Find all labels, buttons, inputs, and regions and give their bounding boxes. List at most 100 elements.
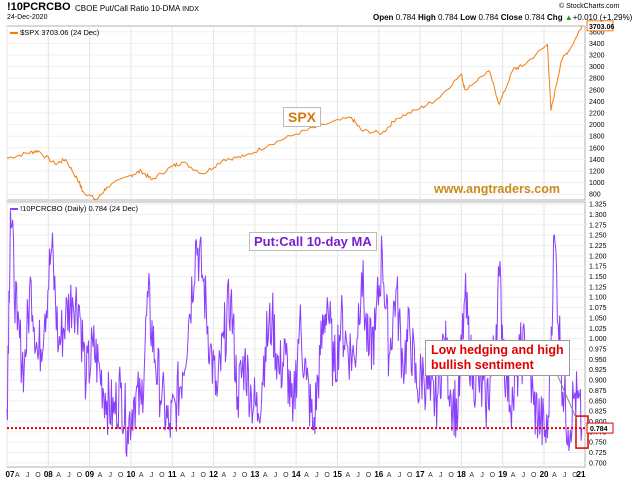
watermark: www.angtraders.com xyxy=(434,182,560,196)
pcr-last-tag-text: 0.784 xyxy=(590,426,608,433)
put-call-ratio-line xyxy=(6,210,583,457)
spx-y-tick-3400: 3400 xyxy=(589,41,605,48)
x-tick-month-13-A: A xyxy=(263,472,268,479)
x-tick-month-07-J: J xyxy=(26,472,30,479)
x-tick-year-12: 12 xyxy=(209,470,218,479)
x-tick-month-09-O: O xyxy=(118,472,124,479)
ohlc-summary: Open 0.784 High 0.784 Low 0.784 Close 0.… xyxy=(373,13,632,22)
x-tick-month-11-A: A xyxy=(180,472,185,479)
pcr-y-tick-0.725: 0.725 xyxy=(589,450,607,457)
pcr-y-tick-0.800: 0.800 xyxy=(589,419,607,426)
x-tick-month-08-J: J xyxy=(67,472,71,479)
x-tick-month-10-J: J xyxy=(150,472,154,479)
pcr-y-tick-0.700: 0.700 xyxy=(589,460,607,467)
spx-y-tick-2000: 2000 xyxy=(589,122,605,129)
x-tick-month-19-J: J xyxy=(522,472,526,479)
x-tick-month-15-J: J xyxy=(356,472,360,479)
spx-legend: $SPX 3703.06 (24 Dec) xyxy=(10,28,99,37)
x-tick-month-13-J: J xyxy=(274,472,278,479)
x-tick-month-08-O: O xyxy=(77,472,83,479)
x-tick-month-11-J: J xyxy=(191,472,195,479)
pcr-y-tick-1.175: 1.175 xyxy=(589,264,607,271)
x-tick-year-18: 18 xyxy=(457,470,466,479)
x-tick-month-07-O: O xyxy=(35,472,41,479)
last-value-tags: 3703.06 0.784 xyxy=(586,20,614,434)
pcr-y-tick-0.850: 0.850 xyxy=(589,398,607,405)
spx-y-tick-2400: 2400 xyxy=(589,99,605,106)
spx-y-tick-1800: 1800 xyxy=(589,134,605,141)
high-label: High xyxy=(417,13,436,22)
pcr-y-tick-1.300: 1.300 xyxy=(589,212,607,219)
x-tick-month-17-J: J xyxy=(439,472,443,479)
x-tick-year-08: 08 xyxy=(44,470,53,479)
x-tick-year-16: 16 xyxy=(374,470,383,479)
x-tick-month-12-O: O xyxy=(242,472,248,479)
spx-y-tick-1000: 1000 xyxy=(589,180,605,187)
low-label: Low xyxy=(460,13,477,22)
pcr-y-tick-1.275: 1.275 xyxy=(589,222,607,229)
x-tick-year-10: 10 xyxy=(126,470,135,479)
x-tick-month-16-O: O xyxy=(407,472,413,479)
x-tick-year-20: 20 xyxy=(540,470,549,479)
x-tick-month-09-A: A xyxy=(98,472,103,479)
spx-y-tick-2600: 2600 xyxy=(589,87,605,94)
pcr-y-tick-1.200: 1.200 xyxy=(589,253,607,260)
spx-y-axis: 3600 3400 3200 3000 2800 2600 2400 2200 2000 1800… xyxy=(589,29,605,198)
spx-y-tick-3600: 3600 xyxy=(589,29,605,36)
x-tick-year-11: 11 xyxy=(168,470,177,479)
low-value: 0.784 xyxy=(478,13,499,22)
x-tick-month-17-A: A xyxy=(428,472,433,479)
close-label: Close xyxy=(500,13,523,22)
high-value: 0.784 xyxy=(437,13,458,22)
x-tick-month-14-A: A xyxy=(304,472,309,479)
x-tick-year-13: 13 xyxy=(250,470,259,479)
pcr-legend: !10PCRCBO (Daily) 0.784 (24 Dec) xyxy=(10,204,138,213)
x-tick-year-15: 15 xyxy=(333,470,342,479)
callout-line-1: Low hedging and high xyxy=(431,343,564,357)
chg-label: Chg xyxy=(547,13,563,22)
spx-y-tick-1200: 1200 xyxy=(589,169,605,176)
x-tick-year-07: 07 xyxy=(6,470,15,479)
pcr-y-tick-1.025: 1.025 xyxy=(589,326,607,333)
x-tick-month-17-O: O xyxy=(448,472,454,479)
chg-value: +0.010 (+1.29%) xyxy=(572,13,633,22)
pcr-label: Put:Call 10-day MA xyxy=(249,232,377,251)
x-tick-month-20-J: J xyxy=(563,472,567,479)
pcr-y-tick-0.975: 0.975 xyxy=(589,346,607,353)
x-tick-month-07-A: A xyxy=(15,472,20,479)
x-tick-month-12-A: A xyxy=(222,472,227,479)
x-tick-month-09-J: J xyxy=(109,472,113,479)
pcr-y-tick-0.900: 0.900 xyxy=(589,378,607,385)
x-tick-year-21: 21 xyxy=(577,470,586,479)
pcr-y-tick-0.825: 0.825 xyxy=(589,409,607,416)
pcr-y-tick-1.225: 1.225 xyxy=(589,243,607,250)
pcr-y-axis: 1.325 1.300 1.275 1.250 1.225 1.200 1.175 1.150… xyxy=(589,202,607,468)
close-value: 0.784 xyxy=(524,13,545,22)
pcr-y-tick-1.150: 1.150 xyxy=(589,274,607,281)
chart-date: 24-Dec-2020 xyxy=(7,14,48,21)
pcr-legend-text: !10PCRCBO (Daily) 0.784 (24 Dec) xyxy=(20,204,139,213)
x-tick-month-18-J: J xyxy=(480,472,484,479)
callout-line-2: bullish sentiment xyxy=(431,358,534,372)
x-tick-month-08-A: A xyxy=(56,472,61,479)
x-tick-month-14-O: O xyxy=(324,472,330,479)
up-arrow-icon: ▲ xyxy=(564,13,573,22)
spx-y-tick-1600: 1600 xyxy=(589,145,605,152)
chart-exchange: INDX xyxy=(182,6,199,13)
x-tick-month-20-A: A xyxy=(552,472,557,479)
spx-y-tick-1400: 1400 xyxy=(589,157,605,164)
stockcharts-credit: © StockCharts.com xyxy=(559,3,620,10)
pcr-legend-swatch xyxy=(10,208,18,211)
pcr-y-tick-0.875: 0.875 xyxy=(589,388,607,395)
spx-last-tag-text: 3703.06 xyxy=(589,24,614,31)
x-tick-month-16-A: A xyxy=(387,472,392,479)
open-label: Open xyxy=(373,13,394,22)
x-tick-year-09: 09 xyxy=(85,470,94,479)
spx-y-tick-3000: 3000 xyxy=(589,64,605,71)
x-tick-month-15-O: O xyxy=(366,472,372,479)
spx-legend-swatch xyxy=(10,32,18,35)
pcr-y-tick-0.950: 0.950 xyxy=(589,357,607,364)
x-tick-year-19: 19 xyxy=(498,470,507,479)
x-tick-month-19-A: A xyxy=(511,472,516,479)
spx-y-tick-2800: 2800 xyxy=(589,76,605,83)
